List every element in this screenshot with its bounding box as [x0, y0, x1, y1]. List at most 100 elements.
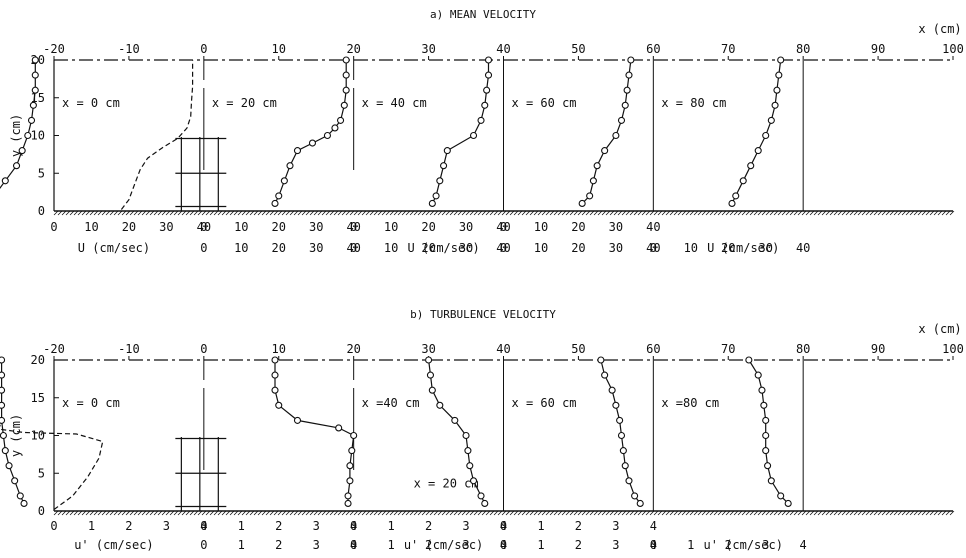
- data-point: [617, 116, 626, 124]
- ground-hatch: [781, 210, 787, 216]
- data-point: [29, 101, 37, 109]
- profile-line: [120, 60, 194, 210]
- ground-hatch: [489, 510, 495, 516]
- bottom-tick-label: 20: [272, 241, 286, 255]
- ground-hatch: [73, 210, 79, 216]
- ground-hatch: [885, 510, 891, 516]
- ground-hatch: [113, 510, 119, 516]
- ground-hatch: [553, 210, 559, 216]
- top-tick-label: 40: [496, 42, 510, 56]
- data-point: [432, 192, 440, 200]
- ground-hatch: [285, 510, 291, 516]
- top-tick-label: 70: [721, 342, 735, 356]
- ground-hatch: [545, 510, 551, 516]
- ground-hatch: [125, 210, 131, 216]
- ground-hatch: [297, 210, 303, 216]
- ground-hatch: [193, 210, 199, 216]
- data-point: [623, 86, 631, 94]
- ground-hatch: [237, 510, 243, 516]
- bottom-tick-label: 40: [496, 241, 510, 255]
- ground-hatch: [921, 510, 927, 516]
- ground-hatch: [853, 210, 859, 216]
- ground-hatch: [841, 510, 847, 516]
- bottom-tick-label: 0: [200, 220, 207, 234]
- ground-hatch: [69, 510, 75, 516]
- ground-hatch: [629, 210, 635, 216]
- bottom-tick-label: 3: [612, 538, 619, 552]
- bottom-tick-label: 0: [200, 538, 207, 552]
- x-axis-label: x (cm): [918, 322, 961, 336]
- ground-hatch: [493, 510, 499, 516]
- ground-hatch: [669, 510, 675, 516]
- ground-hatch: [929, 210, 935, 216]
- ground-hatch: [329, 510, 335, 516]
- ground-hatch: [93, 510, 99, 516]
- data-point: [617, 431, 626, 440]
- ground-hatch: [153, 510, 159, 516]
- data-point: [747, 162, 755, 170]
- ground-hatch: [537, 510, 543, 516]
- data-point: [627, 56, 635, 64]
- data-point: [12, 162, 21, 170]
- ground-hatch: [65, 210, 71, 216]
- ground-hatch: [477, 210, 483, 216]
- ground-hatch: [877, 210, 883, 216]
- bottom-tick-label: 30: [609, 220, 623, 234]
- bottom-tick-label: 40: [646, 220, 660, 234]
- ground-hatch: [97, 210, 103, 216]
- ground-hatch: [933, 510, 939, 516]
- y-tick-label: 0: [38, 504, 45, 518]
- ground-hatch: [425, 510, 431, 516]
- bottom-tick-label: 20: [421, 220, 435, 234]
- data-point: [621, 462, 629, 470]
- ground-hatch: [949, 510, 955, 516]
- ground-hatch: [97, 510, 103, 516]
- ground-hatch: [345, 510, 351, 516]
- bottom-tick-label: 3: [313, 538, 320, 552]
- ground-hatch: [405, 510, 411, 516]
- bottom-tick-label: 10: [384, 241, 398, 255]
- ground-hatch: [877, 510, 883, 516]
- ground-hatch: [937, 510, 943, 516]
- ground-hatch: [869, 210, 875, 216]
- ground-hatch: [389, 210, 395, 216]
- ground-hatch: [285, 210, 291, 216]
- ground-hatch: [613, 510, 619, 516]
- ground-hatch: [521, 510, 527, 516]
- ground-hatch: [273, 510, 279, 516]
- ground-hatch: [581, 510, 587, 516]
- ground-hatch: [717, 210, 723, 216]
- ground-hatch: [725, 210, 731, 216]
- data-point: [771, 101, 779, 109]
- profile-line: [581, 59, 632, 204]
- ground-hatch: [57, 210, 63, 216]
- velocity-axis-label: U (cm/sec): [707, 241, 779, 255]
- data-point: [346, 477, 354, 485]
- ground-hatch: [305, 210, 311, 216]
- ground-hatch: [773, 210, 779, 216]
- ground-hatch: [321, 510, 327, 516]
- ground-hatch: [665, 210, 671, 216]
- ground-hatch: [829, 210, 835, 216]
- ground-hatch: [401, 210, 407, 216]
- ground-hatch: [481, 510, 487, 516]
- bottom-tick-label: 20: [571, 241, 585, 255]
- data-point: [20, 499, 28, 508]
- station-label: x = 60 cm: [512, 96, 577, 110]
- ground-hatch: [85, 210, 91, 216]
- ground-hatch: [121, 210, 127, 216]
- ground-hatch: [489, 210, 495, 216]
- data-point: [451, 416, 459, 424]
- data-point: [483, 86, 491, 94]
- ground-hatch: [845, 510, 851, 516]
- ground-hatch: [345, 210, 351, 216]
- y-tick-label: 15: [31, 391, 45, 405]
- ground-hatch: [805, 510, 811, 516]
- data-point: [608, 386, 616, 394]
- data-point: [331, 124, 339, 132]
- ground-hatch: [605, 210, 611, 216]
- ground-hatch: [693, 510, 699, 516]
- ground-hatch: [169, 210, 175, 216]
- top-tick-label: 10: [272, 342, 286, 356]
- ground-hatch: [737, 510, 743, 516]
